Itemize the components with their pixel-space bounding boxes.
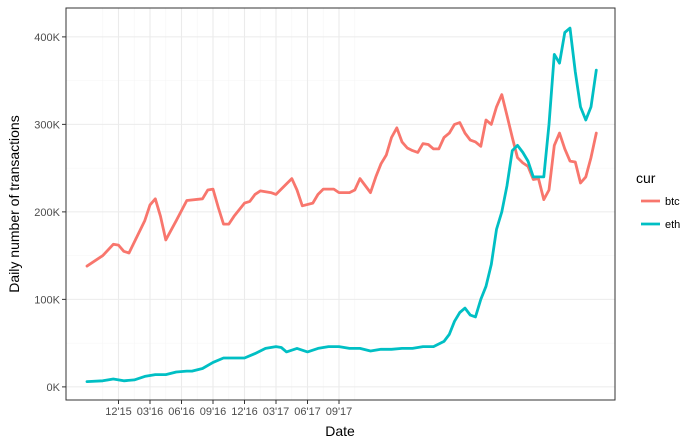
- x-tick-label: 12'16: [231, 406, 258, 418]
- y-tick-label: 100K: [34, 294, 60, 306]
- x-tick-label: 03'16: [137, 406, 164, 418]
- legend-title: cur: [636, 170, 656, 186]
- grid-minor: [66, 8, 615, 400]
- x-axis: 12'15 03'16 06'16 09'16 12'16 03'17 06'17 09'17: [105, 400, 352, 418]
- x-tick-label: 09'16: [200, 406, 227, 418]
- plot-panel-border: [65, 7, 616, 401]
- y-axis-title: Daily number of transactions: [6, 115, 22, 292]
- series-line-eth: [85, 26, 598, 383]
- series-line-btc: [85, 93, 598, 268]
- legend: cur btc eth: [636, 170, 680, 231]
- x-tick-label: 03'17: [263, 406, 290, 418]
- x-tick-label: 09'17: [326, 406, 353, 418]
- x-tick-label: 06'17: [294, 406, 321, 418]
- legend-label-btc: btc: [665, 196, 680, 208]
- y-axis: 0K 100K 200K 300K 400K: [34, 32, 66, 394]
- y-tick-label: 300K: [34, 119, 60, 131]
- series-layer: [85, 26, 598, 383]
- y-tick-label: 0K: [47, 382, 61, 394]
- x-axis-title: Date: [325, 423, 355, 439]
- y-tick-label: 200K: [34, 207, 60, 219]
- y-tick-label: 400K: [34, 32, 60, 44]
- x-tick-label: 12'15: [105, 406, 132, 418]
- x-tick-label: 06'16: [168, 406, 195, 418]
- legend-label-eth: eth: [665, 219, 680, 231]
